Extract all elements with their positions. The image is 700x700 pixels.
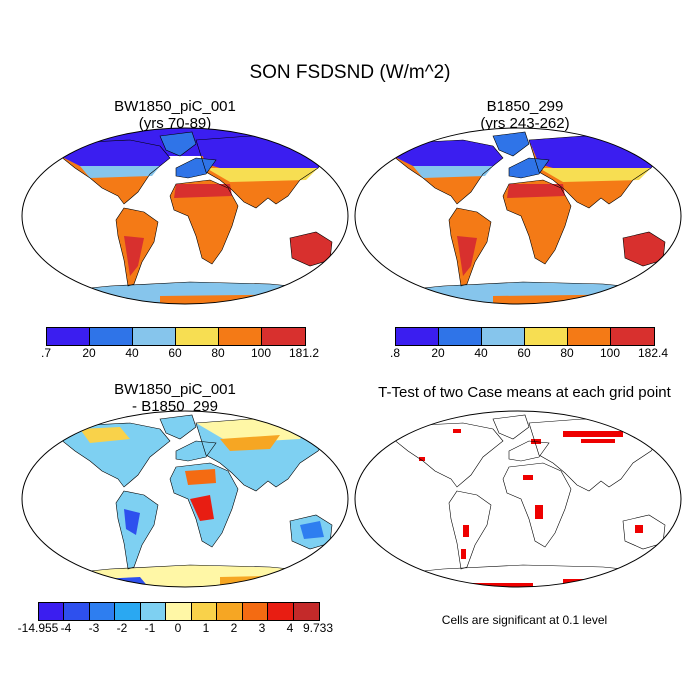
colorbar-segment (176, 328, 219, 345)
colorbar-segment (268, 603, 294, 620)
colorbar-tick-label: 3 (258, 621, 266, 635)
colorbar-case2 (395, 327, 655, 346)
colorbar-tick-label: 2 (230, 621, 238, 635)
colorbar-segment (219, 328, 262, 345)
panel-2-title-line1: B1850_299 (486, 98, 564, 115)
colorbar-segment (293, 603, 319, 620)
colorbar-tick-label: 20 (82, 346, 96, 360)
colorbar-tick-label: 1 (202, 621, 210, 635)
colorbar-tick-label: 4 (286, 621, 294, 635)
colorbar-difference (38, 602, 320, 621)
colorbar-tick-label: 80 (211, 346, 225, 360)
colorbar-tick-label: 0 (174, 621, 182, 635)
significance-note: Cells are significant at 0.1 level (441, 613, 608, 627)
colorbar-tick-label: 40 (474, 346, 488, 360)
colorbar-segment (242, 603, 269, 620)
colorbar-segment (568, 328, 611, 345)
colorbar-tick-label: 80 (560, 346, 574, 360)
colorbar-tick-label: -1 (144, 621, 156, 635)
map-case1 (21, 127, 349, 305)
colorbar-segment (611, 328, 654, 345)
colorbar-tick-label: -14.955 (17, 621, 59, 635)
panel-2-title-line2: (yrs 243-262) (480, 115, 570, 132)
map-difference (21, 410, 349, 588)
colorbar-segment (191, 603, 218, 620)
colorbar-tick-label: 60 (168, 346, 182, 360)
colorbar-tick-label: .7 (40, 346, 52, 360)
colorbar-tick-label: 100 (599, 346, 621, 360)
colorbar-segment (439, 328, 482, 345)
colorbar-segment (166, 603, 192, 620)
colorbar-segment (39, 603, 65, 620)
colorbar-tick-label: 100 (250, 346, 272, 360)
colorbar-tick-label: 182.4 (637, 346, 669, 360)
colorbar-segment (133, 328, 176, 345)
colorbar-tick-label: 60 (517, 346, 531, 360)
colorbar-segment (396, 328, 439, 345)
colorbar-segment (217, 603, 243, 620)
colorbar-segment (262, 328, 305, 345)
colorbar-tick-label: 9.733 (302, 621, 334, 635)
colorbar-segment (47, 328, 90, 345)
colorbar-segment (90, 328, 133, 345)
colorbar-tick-label: -4 (60, 621, 72, 635)
map-case2 (354, 127, 682, 305)
colorbar-tick-label: .8 (389, 346, 401, 360)
colorbar-segment (64, 603, 90, 620)
colorbar-tick-label: 40 (125, 346, 139, 360)
colorbar-tick-label: 20 (431, 346, 445, 360)
map-ttest (354, 410, 682, 588)
colorbar-case1 (46, 327, 306, 346)
panel-2-title: B1850_299 (yrs 243-262) (390, 98, 660, 132)
panel-4-title: T-Test of two Case means at each grid po… (378, 384, 671, 401)
colorbar-segment (115, 603, 141, 620)
colorbar-tick-label: -3 (88, 621, 100, 635)
panel-3-title-line1: BW1850_piC_001 (114, 381, 236, 398)
colorbar-tick-label: -2 (116, 621, 128, 635)
colorbar-tick-label: 181.2 (288, 346, 320, 360)
colorbar-segment (140, 603, 167, 620)
panel-1-title-line1: BW1850_piC_001 (114, 98, 236, 115)
colorbar-segment (525, 328, 568, 345)
figure-title: SON FSDSND (W/m^2) (249, 62, 451, 83)
colorbar-segment (482, 328, 525, 345)
colorbar-segment (89, 603, 116, 620)
